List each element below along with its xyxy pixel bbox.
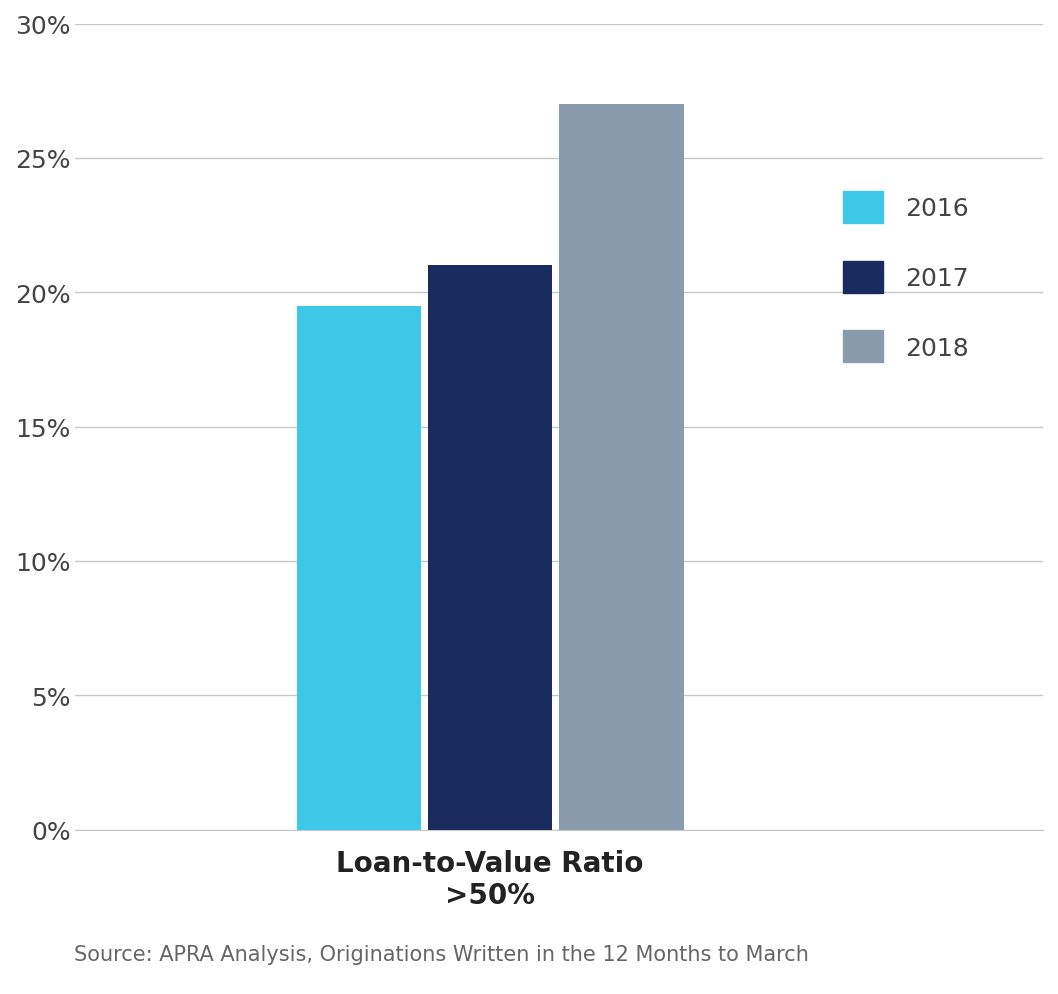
Legend: 2016, 2017, 2018: 2016, 2017, 2018: [833, 182, 980, 373]
Text: Source: APRA Analysis, Originations Written in the 12 Months to March: Source: APRA Analysis, Originations Writ…: [74, 944, 809, 964]
Bar: [296, 306, 421, 830]
Bar: [427, 266, 552, 830]
Bar: [560, 105, 683, 830]
